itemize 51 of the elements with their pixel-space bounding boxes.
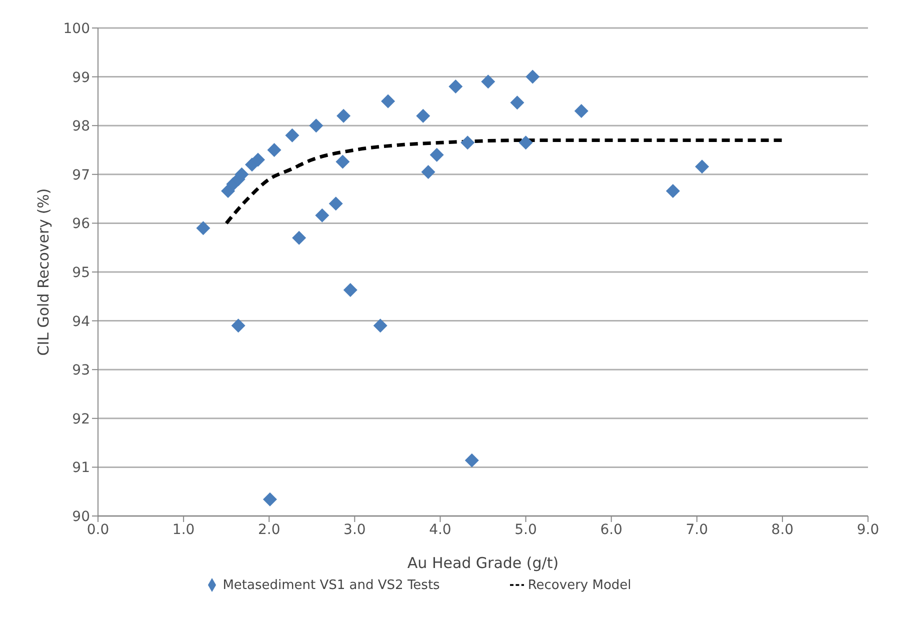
point: [328, 196, 343, 211]
point: [292, 230, 306, 245]
point: [336, 108, 351, 123]
point: [464, 453, 479, 468]
point: [510, 96, 524, 110]
x-axis-title: Au Head Grade (g/t): [407, 554, 559, 572]
x-tick-label: 6.0: [600, 522, 622, 538]
y-tick-label: 100: [63, 20, 90, 37]
y-tick-label: 94: [72, 314, 90, 330]
y-tick-label: 95: [72, 264, 90, 281]
point: [460, 136, 475, 150]
y-tick-label: 92: [72, 411, 90, 428]
point: [518, 136, 533, 150]
legend-label: Metasediment VS1 and VS2 Tests: [222, 578, 440, 593]
x-tick-label: 3.0: [344, 522, 366, 538]
point: [315, 208, 330, 222]
point: [416, 108, 430, 123]
y-tick-label: 98: [72, 118, 90, 135]
point: [448, 80, 463, 94]
y-tick-label: 97: [72, 167, 90, 184]
x-tick-label: 4.0: [429, 522, 452, 538]
y-tick-label: 99: [72, 70, 90, 86]
point: [695, 160, 710, 174]
y-tick-label: 91: [72, 460, 90, 476]
point: [373, 318, 388, 333]
y-axis-title: CIL Gold Recovery (%): [34, 188, 52, 356]
point: [196, 221, 210, 236]
point: [262, 492, 277, 506]
point: [250, 152, 265, 167]
point: [343, 283, 358, 298]
point: [421, 164, 436, 179]
legend-label: Recovery Model: [528, 578, 632, 593]
point: [526, 70, 540, 84]
point: [481, 74, 496, 89]
x-tick-label: 7.0: [686, 522, 708, 538]
x-tick-label: 5.0: [514, 522, 537, 538]
x-tick-label: 2.0: [258, 522, 280, 538]
point: [309, 118, 324, 133]
point: [381, 94, 396, 108]
point: [666, 184, 680, 198]
y-tick-label: 93: [72, 362, 90, 379]
point: [574, 104, 588, 118]
x-tick-label: 8.0: [771, 522, 794, 538]
point: [285, 128, 300, 142]
point: [336, 154, 350, 169]
x-tick-label: 9.0: [856, 522, 880, 538]
point: [267, 143, 282, 157]
point: [430, 148, 444, 162]
y-tick-label: 96: [72, 216, 90, 232]
x-tick-label: 1.0: [172, 522, 195, 538]
point: [231, 318, 246, 333]
